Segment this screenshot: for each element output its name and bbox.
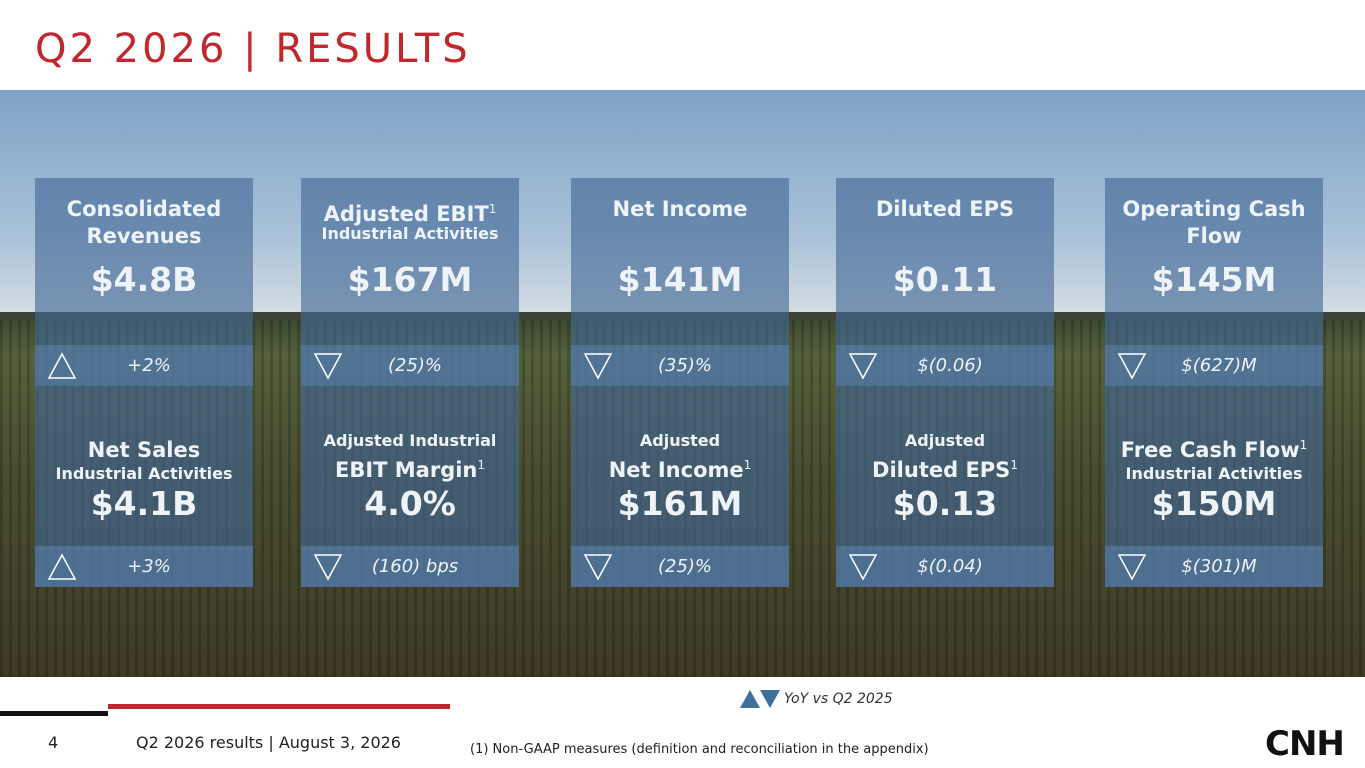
bottom-heading: Adjusted Industrial EBIT Margin1 4.0% — [301, 430, 519, 523]
metric-card: Adjusted EBIT1 Industrial Activities $167M… — [301, 178, 519, 587]
change-band: (160) bps — [301, 546, 519, 587]
direction-icon — [1117, 554, 1147, 581]
metric-value: $167M — [347, 260, 473, 299]
top-heading: Net Income — [571, 196, 789, 223]
change-band: $(301)M — [1105, 546, 1323, 587]
direction-icon — [47, 553, 77, 580]
change-band: (25)% — [571, 546, 789, 587]
metric-title: Adjusted EBIT1 — [323, 202, 497, 226]
metric-card: Diluted EPS $0.11 $(0.06) $(0.04) Adjusted Di… — [836, 178, 1054, 587]
change-band: (35)% — [571, 345, 789, 386]
metric-value: $145M — [1151, 260, 1277, 299]
metric-title: Consolidated Revenues — [66, 197, 222, 248]
logo: CNH — [1265, 724, 1345, 764]
top-heading: Operating Cash Flow — [1105, 196, 1323, 250]
metric-pre: Adjusted — [639, 431, 721, 450]
metric-title: Diluted EPS — [875, 197, 1015, 221]
metric-title: Net Income — [612, 197, 748, 221]
direction-icon — [848, 353, 878, 380]
metric-title: Net Income1 — [608, 458, 752, 482]
change-value: +2% — [127, 355, 171, 376]
metric-value: $0.13 — [892, 484, 998, 523]
footnote-marker: 1 — [1299, 438, 1308, 452]
footnote-marker: 1 — [477, 458, 486, 472]
direction-icon — [47, 352, 77, 379]
direction-icon — [848, 554, 878, 581]
top-heading: Diluted EPS — [836, 196, 1054, 223]
direction-icon — [313, 353, 343, 380]
bottom-heading: Free Cash Flow1 Industrial Activities $150… — [1105, 432, 1323, 523]
metric-card: Operating Cash Flow $145M $(627)M $(301)M Fr… — [1105, 178, 1323, 587]
top-heading: Adjusted EBIT1 Industrial Activities — [301, 196, 519, 244]
metric-subtitle: Industrial Activities — [321, 224, 499, 243]
metric-subtitle: Industrial Activities — [55, 464, 233, 483]
bottom-heading: Net Sales Industrial Activities $4.1B — [35, 437, 253, 523]
change-value: +3% — [127, 556, 171, 577]
change-band: $(0.04) — [836, 546, 1054, 587]
title: Q2 2026 | RESULTS — [35, 26, 471, 72]
change-band: (25)% — [301, 345, 519, 386]
change-value: $(0.06) — [917, 355, 983, 376]
bottom-heading: Adjusted Diluted EPS1 $0.13 — [836, 430, 1054, 523]
page-number: 4 — [48, 733, 59, 752]
change-band: +2% — [35, 345, 253, 386]
metric-pre: Adjusted — [904, 431, 986, 450]
footer-rule-red — [108, 704, 450, 709]
metric-card: Net Income $141M (35)% (25)% Adjusted Net Inc… — [571, 178, 789, 587]
metric-value: $150M — [1151, 484, 1277, 523]
metric-card: Consolidated Revenues $4.8B +2% +3% Net Sale… — [35, 178, 253, 587]
metric-title: Diluted EPS1 — [872, 458, 1018, 482]
metric-title: EBIT Margin1 — [334, 458, 486, 482]
metric-title: Operating Cash Flow — [1122, 197, 1306, 248]
metric-subtitle: Industrial Activities — [1125, 464, 1303, 483]
change-value: $(627)M — [1181, 355, 1257, 376]
metric-value: $141M — [617, 260, 743, 299]
direction-icon — [583, 554, 613, 581]
change-value: (25)% — [387, 355, 443, 376]
change-value: (160) bps — [371, 556, 459, 577]
metric-title: Net Sales — [87, 438, 201, 462]
change-value: (35)% — [657, 355, 713, 376]
change-band: $(0.06) — [836, 345, 1054, 386]
direction-icon — [313, 554, 343, 581]
metric-value: 4.0% — [364, 484, 456, 523]
bottom-heading: Adjusted Net Income1 $161M — [571, 430, 789, 523]
change-band: +3% — [35, 546, 253, 587]
footnote-marker: 1 — [743, 458, 752, 472]
footer-text: Q2 2026 results | August 3, 2026 — [136, 733, 401, 752]
metric-value: $0.11 — [892, 260, 998, 299]
legend-text: YoY vs Q2 2025 — [784, 691, 893, 707]
legend-icon — [740, 690, 780, 708]
metric-value: $4.8B — [90, 260, 198, 299]
direction-icon — [1117, 353, 1147, 380]
footnote-marker: 1 — [1010, 458, 1018, 472]
metric-pre: Adjusted Industrial — [323, 431, 497, 450]
direction-icon — [583, 353, 613, 380]
change-value: $(301)M — [1181, 556, 1257, 577]
change-band: $(627)M — [1105, 345, 1323, 386]
footnote-marker: 1 — [488, 202, 497, 216]
metric-value: $161M — [617, 484, 743, 523]
change-value: (25)% — [657, 556, 713, 577]
top-heading: Consolidated Revenues — [35, 196, 253, 250]
footnote: (1) Non-GAAP measures (definition and re… — [470, 742, 929, 757]
metric-title: Free Cash Flow1 — [1120, 438, 1308, 462]
metric-value: $4.1B — [90, 484, 198, 523]
change-value: $(0.04) — [917, 556, 983, 577]
footer-rule — [0, 711, 108, 716]
